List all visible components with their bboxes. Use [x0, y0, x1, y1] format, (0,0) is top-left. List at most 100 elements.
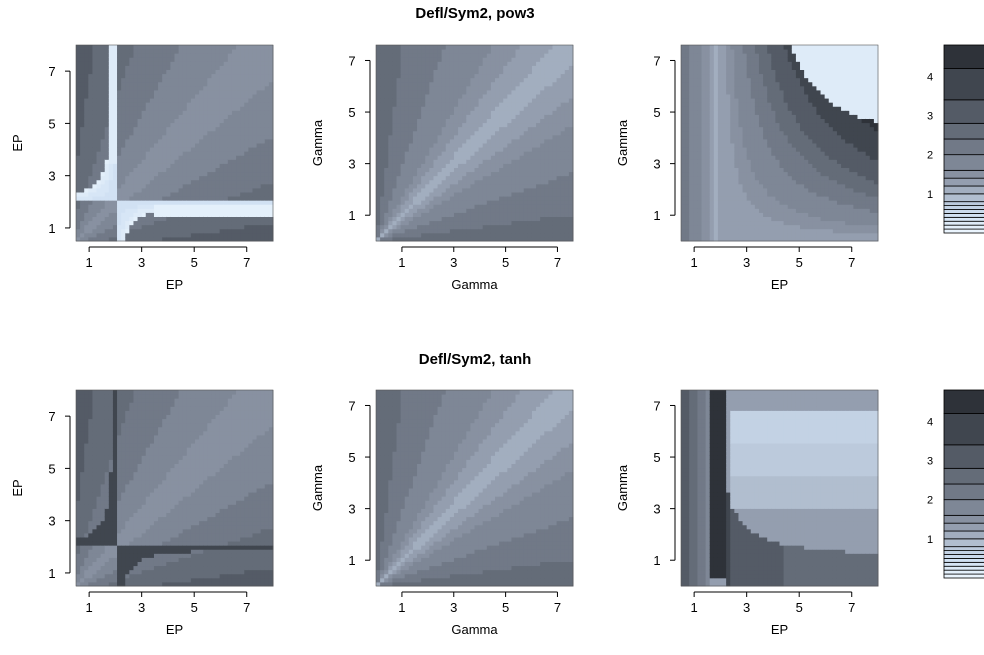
heatmap-cell — [449, 143, 455, 148]
heatmap-cell — [190, 236, 196, 242]
heatmap-cell — [88, 73, 93, 79]
heatmap-cell — [129, 69, 134, 75]
heatmap-cell — [104, 171, 110, 177]
heatmap-cell — [466, 102, 471, 107]
heatmap-cell — [499, 73, 504, 79]
heatmap-cell — [404, 106, 410, 111]
heatmap-cell — [705, 89, 711, 95]
heatmap-cell — [236, 45, 241, 50]
heatmap-cell — [145, 85, 151, 91]
heatmap-cell — [544, 208, 549, 213]
heatmap-cell — [466, 130, 471, 136]
heatmap-cell — [474, 114, 480, 119]
heatmap-cell — [158, 110, 163, 115]
heatmap-cell — [458, 155, 463, 160]
heatmap-cell — [133, 134, 139, 140]
heatmap-cell — [685, 106, 690, 111]
heatmap-cell — [260, 138, 266, 144]
heatmap-cell — [96, 126, 102, 132]
heatmap-cell — [153, 187, 159, 193]
heatmap-cell — [166, 57, 171, 62]
heatmap-cell — [412, 102, 418, 107]
heatmap-cell — [478, 187, 484, 193]
heatmap-cell — [141, 49, 147, 54]
heatmap-cell — [470, 69, 475, 75]
heatmap-cell — [408, 208, 414, 213]
heatmap-cell — [681, 61, 686, 66]
heatmap-cell — [490, 147, 496, 152]
heatmap-cell — [490, 106, 496, 111]
heatmap-cell — [182, 118, 188, 124]
heatmap-cell — [100, 183, 106, 189]
heatmap-cell — [470, 212, 475, 217]
heatmap-cell — [149, 232, 155, 238]
heatmap-cell — [681, 179, 686, 185]
heatmap-cell — [227, 200, 233, 205]
heatmap-cell — [417, 208, 422, 213]
heatmap-cell — [388, 134, 393, 140]
heatmap-cell — [564, 49, 570, 54]
heatmap-cell — [260, 118, 266, 124]
heatmap-cell — [495, 236, 500, 242]
heatmap-cell — [412, 53, 418, 58]
heatmap-cell — [697, 163, 703, 168]
heatmap-cell — [145, 73, 151, 79]
heatmap-cell — [223, 171, 229, 177]
heatmap-cell — [260, 85, 266, 91]
heatmap-cell — [244, 110, 249, 115]
heatmap-cell — [104, 114, 110, 119]
heatmap-cell — [203, 94, 208, 99]
heatmap-cell — [108, 228, 114, 234]
heatmap-cell — [88, 77, 93, 83]
heatmap-cell — [384, 85, 389, 91]
heatmap-cell — [96, 118, 102, 124]
heatmap-cell — [482, 110, 488, 115]
heatmap-cell — [536, 216, 541, 222]
heatmap-cell — [548, 171, 553, 177]
heatmap-cell — [449, 204, 455, 209]
heatmap-cell — [190, 61, 196, 66]
heatmap-cell — [536, 155, 541, 160]
heatmap-cell — [153, 183, 159, 189]
heatmap-cell — [240, 232, 245, 238]
heatmap-cell — [153, 200, 159, 205]
heatmap-cell — [178, 183, 184, 189]
heatmap-cell — [380, 77, 385, 83]
heatmap-cell — [195, 163, 200, 168]
heatmap-cell — [207, 163, 212, 168]
heatmap-cell — [400, 155, 406, 160]
heatmap-cell — [548, 200, 553, 205]
heatmap-cell — [478, 151, 484, 156]
heatmap-cell — [486, 89, 492, 95]
heatmap-cell — [223, 65, 229, 70]
heatmap-cell — [84, 57, 89, 62]
heatmap-cell — [515, 151, 521, 156]
heatmap-cell — [404, 179, 410, 185]
heatmap-cell — [380, 49, 385, 54]
heatmap-cell — [701, 114, 707, 119]
heatmap-cell — [412, 118, 418, 124]
heatmap-cell — [182, 69, 188, 75]
heatmap-cell — [190, 220, 196, 226]
heatmap-cell — [527, 94, 533, 99]
heatmap-cell — [227, 118, 233, 124]
heatmap-cell — [693, 175, 698, 181]
heatmap-cell — [219, 220, 225, 226]
heatmap-cell — [207, 216, 212, 222]
heatmap-cell — [556, 106, 562, 111]
heatmap-cell — [376, 192, 381, 197]
heatmap-cell — [244, 61, 249, 66]
heatmap-cell — [244, 187, 249, 193]
heatmap-cell — [215, 134, 221, 140]
heatmap-cell — [178, 187, 184, 193]
heatmap-cell — [425, 89, 430, 95]
heatmap-cell — [568, 106, 574, 111]
heatmap-cell — [219, 134, 225, 140]
heatmap-cell — [408, 77, 414, 83]
heatmap-cell — [519, 196, 525, 201]
heatmap-cell — [519, 143, 525, 148]
heatmap-cell — [540, 236, 545, 242]
heatmap-cell — [388, 155, 393, 160]
heatmap-cell — [137, 147, 143, 152]
heatmap-cell — [445, 81, 451, 87]
